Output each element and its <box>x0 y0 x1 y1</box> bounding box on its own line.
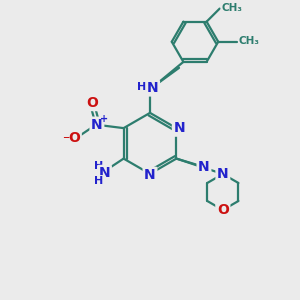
Text: CH₃: CH₃ <box>238 36 260 46</box>
Text: H: H <box>94 161 104 171</box>
Text: CH₃: CH₃ <box>221 3 242 13</box>
Text: N: N <box>217 167 229 181</box>
Text: +: + <box>100 114 108 124</box>
Text: N: N <box>147 81 159 95</box>
Text: N: N <box>173 121 185 135</box>
Text: H: H <box>137 82 146 92</box>
Text: O: O <box>87 96 98 110</box>
Text: N: N <box>144 168 156 182</box>
Text: O: O <box>217 203 229 217</box>
Text: O: O <box>68 131 80 145</box>
Text: N: N <box>99 166 110 180</box>
Text: N: N <box>198 160 210 174</box>
Text: ⁻: ⁻ <box>62 133 69 147</box>
Text: H: H <box>94 176 104 186</box>
Text: N: N <box>91 118 103 132</box>
